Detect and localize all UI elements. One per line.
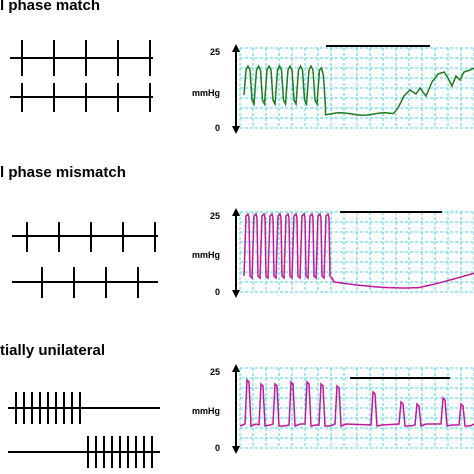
- panel-3-recording: 25 mmHg 0: [192, 364, 474, 454]
- panel-3-y-max-label: 25: [210, 367, 220, 377]
- panel-1-y-unit-label: mmHg: [192, 88, 220, 98]
- panel-2-y-arrow-down: [232, 290, 240, 298]
- panel-1-recording: 25 mmHg 0: [192, 44, 474, 134]
- panel-3-grid: [239, 367, 474, 449]
- panel-1-pressure-trace: [243, 64, 474, 116]
- panel-2-title: l phase mismatch: [0, 164, 126, 181]
- panel-2-y-max-label: 25: [210, 211, 220, 221]
- panel-3-y-unit-label: mmHg: [192, 406, 220, 416]
- panel-3-y-arrow-up: [232, 364, 240, 372]
- panel-2-recording: 25 mmHg 0: [192, 208, 474, 298]
- panel-1-y-min-label: 0: [215, 123, 220, 133]
- panel-2-y-arrow-up: [232, 208, 240, 216]
- panel-3-spike-trains: [8, 392, 160, 468]
- panel-2-train-2: [12, 267, 158, 298]
- panel-3-pressure-trace: [239, 378, 474, 428]
- panel-1-y-max-label: 25: [210, 47, 220, 57]
- panel-3-train-2: [8, 436, 160, 468]
- panel-2-train-1: [12, 222, 158, 252]
- panel-3-title: tially unilateral: [0, 342, 106, 359]
- panel-3-train-1: [8, 392, 160, 424]
- panel-3-y-min-label: 0: [215, 443, 220, 453]
- panel-2-y-min-label: 0: [215, 287, 220, 297]
- panel-1-title: l phase match: [0, 0, 101, 14]
- panel-1-y-arrow-up: [232, 44, 240, 52]
- panel-1-y-arrow-down: [232, 126, 240, 134]
- panel-2-y-unit-label: mmHg: [192, 250, 220, 260]
- panel-2-grid: [239, 211, 474, 293]
- panel-3-y-arrow-down: [232, 446, 240, 454]
- panel-2-spike-trains: [12, 222, 158, 298]
- panel-1-spike-trains: [10, 40, 153, 112]
- panel-1-train-1: [10, 40, 153, 76]
- panel-2-pressure-trace: [243, 212, 474, 289]
- panel-1-train-2: [10, 83, 153, 112]
- panel-1-grid: [239, 47, 474, 129]
